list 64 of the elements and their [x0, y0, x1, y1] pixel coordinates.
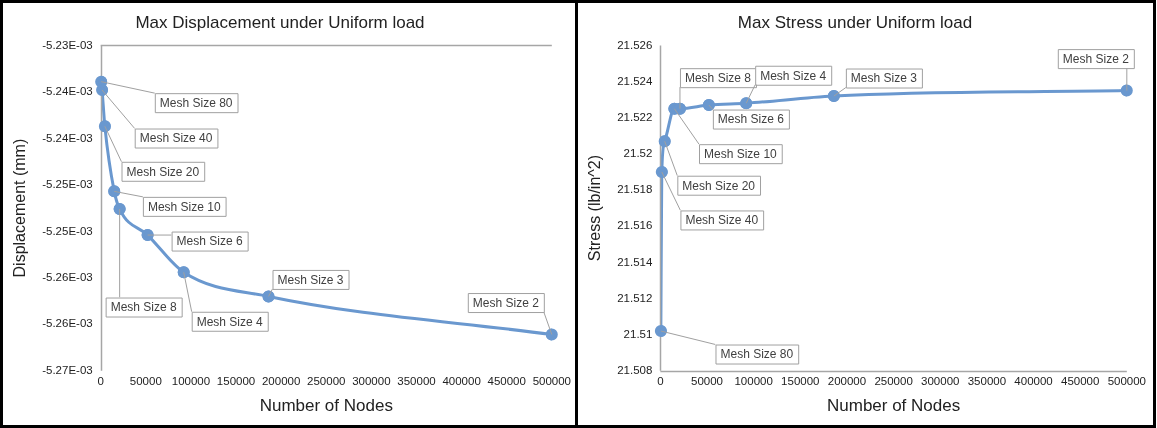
annotation: Mesh Size 3 [850, 71, 918, 86]
annotation: Mesh Size 8 [110, 300, 177, 315]
y-tick-label: 21.514 [617, 255, 653, 268]
x-tick-label: 100000 [734, 374, 773, 387]
annotation: Mesh Size 80 [720, 347, 794, 362]
chart-title: Max Displacement under Uniform load [135, 12, 425, 32]
x-tick-label: 250000 [874, 374, 913, 387]
annotation: Mesh Size 20 [682, 178, 756, 193]
x-tick-label: 400000 [1014, 374, 1053, 387]
x-tick-label: 400000 [442, 374, 481, 387]
x-axis-title: Number of Nodes [259, 396, 393, 416]
x-tick-label: 450000 [487, 374, 526, 387]
y-tick-label: 21.52 [623, 147, 653, 160]
y-tick-label: 21.524 [617, 74, 653, 87]
chart-title: Max Stress under Uniform load [737, 12, 973, 32]
x-tick-label: 50000 [691, 374, 724, 387]
x-tick-label: 200000 [827, 374, 867, 387]
y-axis-title: Displacement (mm) [11, 138, 29, 278]
x-tick-label: 350000 [397, 374, 436, 387]
y-tick-label: 21.51 [623, 327, 653, 340]
y-tick-label: -5.24E-03 [42, 85, 93, 98]
annotation: Mesh Size 10 [704, 146, 778, 161]
annotation: Mesh Size 2 [472, 295, 540, 310]
x-tick-label: 100000 [171, 374, 211, 387]
x-tick-label: 300000 [921, 374, 960, 387]
annotation: Mesh Size 40 [685, 213, 759, 228]
x-tick-label: 150000 [781, 374, 820, 387]
x-tick-label: 250000 [307, 374, 346, 387]
x-tick-label: 300000 [352, 374, 391, 387]
y-tick-label: 21.526 [617, 38, 653, 51]
y-tick-label: 21.512 [617, 291, 653, 304]
annotation: Mesh Size 80 [159, 95, 233, 110]
y-tick-label: 21.508 [617, 363, 653, 376]
x-tick-label: 350000 [967, 374, 1007, 387]
x-tick-label: 0 [657, 374, 664, 387]
x-tick-label: 150000 [216, 374, 256, 387]
y-tick-label: -5.24E-03 [42, 131, 93, 144]
annotation: Mesh Size 3 [277, 272, 344, 287]
x-tick-label: 500000 [1107, 374, 1146, 387]
annotation: Mesh Size 40 [139, 131, 213, 146]
y-tick-label: 21.522 [617, 110, 653, 123]
y-tick-label: -5.25E-03 [42, 224, 93, 237]
x-tick-label: 450000 [1060, 374, 1100, 387]
annotation: Mesh Size 2 [1062, 51, 1130, 66]
y-axis-title: Stress (lb/in^2) [586, 155, 604, 262]
annotation: Mesh Size 10 [147, 199, 221, 214]
x-tick-label: 200000 [261, 374, 301, 387]
annotation: Mesh Size 8 [684, 70, 752, 85]
annotation: Mesh Size 4 [196, 314, 264, 329]
y-tick-label: -5.23E-03 [42, 38, 93, 51]
y-tick-label: -5.26E-03 [42, 271, 93, 283]
y-tick-label: -5.26E-03 [42, 317, 93, 330]
y-tick-label: 21.518 [617, 183, 653, 196]
annotation: Mesh Size 4 [760, 68, 827, 83]
y-tick-label: -5.27E-03 [42, 363, 93, 376]
y-tick-label: -5.25E-03 [42, 178, 93, 191]
x-axis-title: Number of Nodes [826, 396, 961, 416]
x-tick-label: 50000 [129, 374, 162, 387]
y-tick-label: 21.516 [617, 219, 653, 232]
annotation: Mesh Size 20 [126, 164, 200, 179]
x-tick-label: 500000 [532, 374, 571, 387]
annotation: Mesh Size 6 [717, 112, 785, 127]
x-tick-label: 0 [97, 374, 104, 387]
annotation: Mesh Size 6 [176, 234, 243, 249]
